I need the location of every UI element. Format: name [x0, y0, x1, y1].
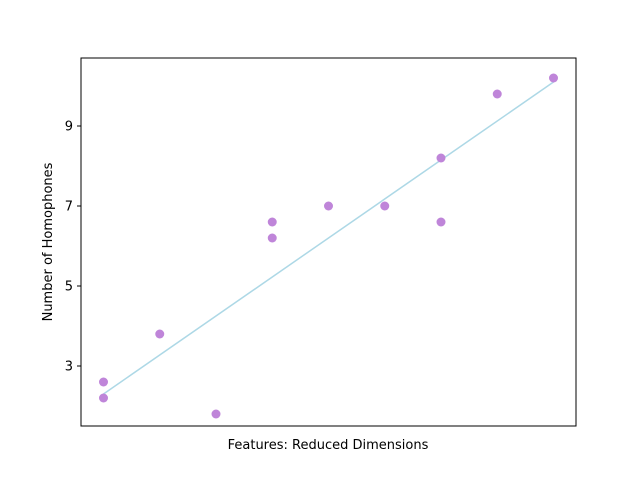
data-point — [549, 73, 558, 83]
data-point — [436, 217, 446, 227]
data-point — [324, 201, 333, 211]
data-point — [155, 329, 165, 339]
data-point — [267, 233, 277, 243]
y-tick-label: 9 — [65, 120, 73, 135]
y-axis-label: Number of Homophones — [41, 162, 56, 321]
trendline-layer — [103, 81, 554, 395]
data-point — [267, 217, 277, 227]
plot-frame — [80, 57, 577, 427]
y-tick-label: 7 — [65, 200, 73, 215]
data-point — [211, 409, 221, 419]
data-point — [492, 89, 502, 99]
data-point — [99, 377, 108, 387]
y-tick-label: 3 — [65, 360, 73, 375]
points-layer — [99, 73, 558, 419]
data-point — [436, 153, 446, 163]
trendline — [103, 81, 554, 395]
axes-layer: 3 5 7 9 — [65, 57, 577, 427]
x-axis-label: Features: Reduced Dimensions — [228, 438, 429, 453]
data-point — [99, 393, 108, 403]
data-point — [380, 201, 390, 211]
y-tick-label: 5 — [65, 280, 73, 295]
